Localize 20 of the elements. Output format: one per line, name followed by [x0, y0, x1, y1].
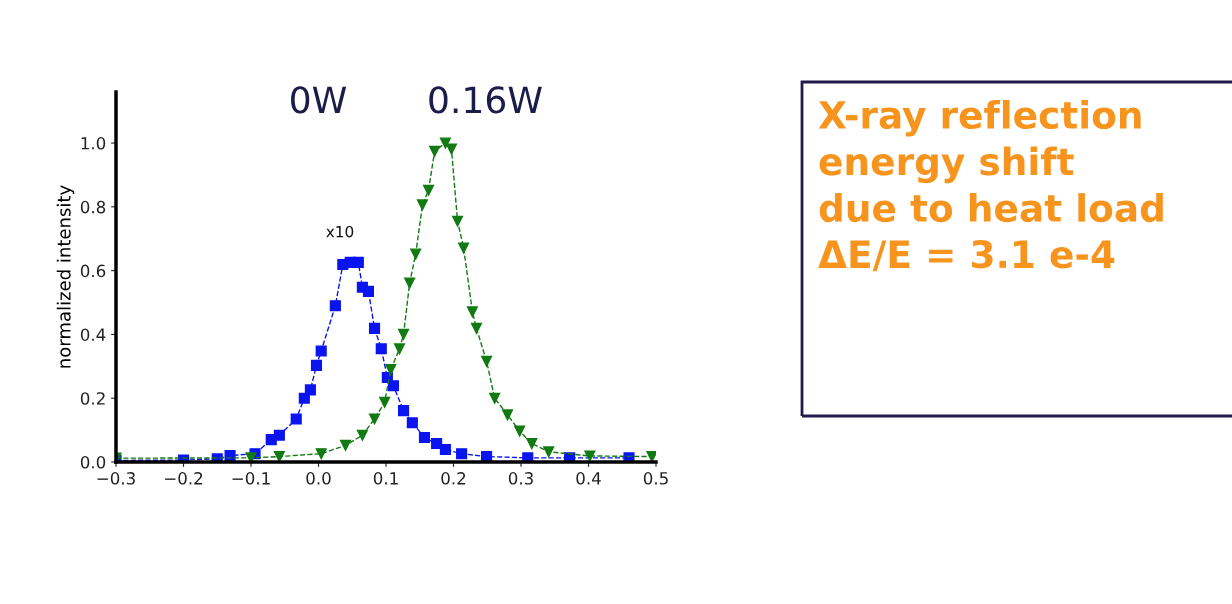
- y-tick-label: 1.0: [81, 137, 106, 150]
- y-axis-title: normalized intensity: [56, 185, 75, 368]
- x-tick-label: 0.0: [306, 472, 331, 485]
- x-tick-label: 0.4: [576, 472, 601, 485]
- y-tick-label: 0.0: [80, 455, 106, 469]
- x-tick-label: −0.1: [232, 472, 270, 485]
- annotation: 0.16W: [429, 86, 542, 114]
- x-tick-label: 0.3: [508, 472, 533, 485]
- x-tick-label: −0.3: [97, 472, 135, 485]
- y-tick-label: 0.8: [80, 200, 106, 214]
- text: X-ray reflection energy shift due to heat load ΔE/E = 3.1 e-4: [818, 100, 1163, 272]
- x-tick-label: 0.2: [441, 472, 466, 485]
- x-tick-label: 0.1: [373, 472, 398, 485]
- annotation: x10: [326, 225, 354, 238]
- y-tick-label: 0.2: [80, 392, 105, 405]
- y-tick-label: 0.4: [80, 328, 106, 341]
- x-tick-label: −0.2: [165, 472, 203, 485]
- annotation: 0W: [291, 86, 347, 114]
- y-tick-label: 0.6: [80, 264, 106, 278]
- x-tick-label: 0.5: [643, 472, 668, 485]
